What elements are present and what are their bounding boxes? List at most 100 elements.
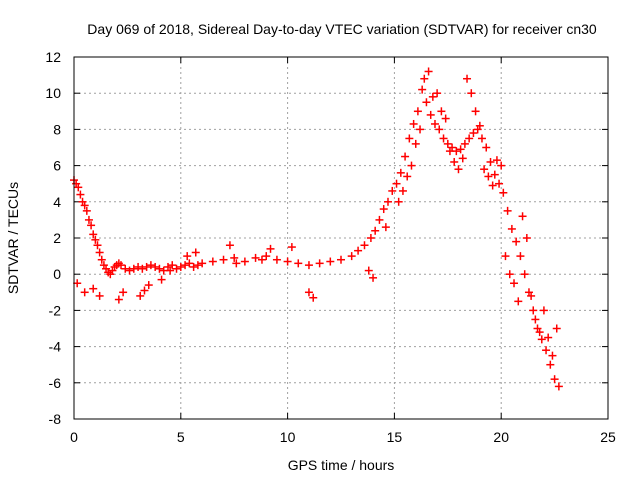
data-point [172, 264, 181, 273]
data-point [512, 237, 521, 246]
data-point [482, 143, 491, 152]
data-point [520, 270, 529, 279]
data-point [119, 288, 128, 297]
data-point [407, 161, 416, 170]
data-point [183, 252, 192, 261]
data-point [73, 279, 82, 288]
data-point [366, 234, 375, 242]
data-point [283, 257, 292, 266]
data-point [403, 172, 412, 181]
data-point [456, 145, 465, 154]
data-point [424, 67, 433, 76]
data-point [514, 297, 523, 306]
data-point [388, 186, 397, 195]
data-point [428, 92, 437, 101]
data-point [251, 253, 260, 262]
y-tick-label: -6 [49, 375, 62, 391]
data-point [413, 107, 422, 116]
y-tick-label: 4 [53, 194, 61, 210]
data-point [144, 281, 153, 290]
data-point [371, 226, 380, 235]
data-point [418, 85, 427, 94]
x-axis-label: GPS time / hours [288, 457, 395, 473]
data-point [550, 375, 559, 384]
data-point [460, 139, 469, 148]
x-tick-label: 25 [600, 429, 616, 445]
data-point [185, 259, 194, 268]
data-point [430, 119, 439, 128]
chart-title: Day 069 of 2018, Sidereal Day-to-day VTE… [87, 21, 597, 37]
data-point [480, 165, 489, 174]
data-point [176, 262, 185, 271]
data-point [87, 221, 96, 230]
data-point [136, 291, 145, 300]
data-point [477, 134, 486, 143]
data-point [383, 197, 392, 206]
data-point [354, 246, 363, 255]
data-point [146, 261, 155, 270]
data-point [294, 259, 303, 268]
data-point [497, 161, 506, 170]
data-point [441, 114, 450, 123]
data-point [157, 275, 166, 284]
data-point [433, 89, 442, 98]
data-point [191, 248, 200, 257]
data-point [490, 170, 499, 179]
data-point [309, 293, 318, 302]
x-tick-label: 15 [387, 429, 403, 445]
y-axis-label: SDTVAR / TECUs [5, 182, 21, 294]
data-point [554, 382, 563, 391]
data-point [381, 223, 390, 232]
data-point [401, 152, 410, 161]
data-point [426, 110, 435, 119]
data-point [347, 252, 356, 261]
data-point [539, 306, 548, 315]
data-point [471, 107, 480, 116]
data-point [326, 257, 335, 266]
data-point [469, 129, 478, 138]
data-point [89, 230, 98, 239]
data-point [262, 252, 271, 261]
data-point [189, 262, 198, 271]
y-tick-label: 10 [45, 85, 61, 101]
data-point [416, 125, 425, 134]
data-point [522, 234, 531, 242]
data-point [529, 306, 538, 315]
x-tick-label: 0 [70, 429, 78, 445]
data-point [548, 351, 557, 360]
data-point [142, 262, 151, 271]
data-point [138, 264, 147, 273]
data-point [445, 147, 454, 156]
data-point [542, 346, 551, 355]
data-point [454, 165, 463, 174]
data-point [95, 291, 104, 300]
data-point [166, 266, 175, 275]
data-point [405, 134, 414, 143]
data-point [439, 134, 448, 143]
data-point [375, 215, 384, 224]
data-point [463, 74, 472, 83]
data-point [510, 279, 519, 288]
x-tick-label: 5 [177, 429, 185, 445]
data-point [74, 183, 83, 192]
data-point [337, 255, 345, 264]
data-point [546, 360, 555, 369]
data-point [219, 255, 228, 264]
data-point [505, 270, 514, 279]
data-point [181, 261, 190, 270]
data-point [266, 244, 275, 253]
data-point [272, 255, 281, 264]
data-point [435, 125, 444, 134]
data-point [93, 241, 102, 250]
data-point [84, 215, 93, 224]
data-point [140, 286, 149, 295]
data-point [304, 261, 313, 270]
data-point [544, 333, 553, 342]
data-point [475, 121, 484, 130]
data-point [240, 257, 249, 266]
data-point [257, 255, 266, 264]
data-point [458, 154, 467, 163]
data-point [91, 235, 100, 244]
data-point [304, 288, 313, 297]
y-tick-label: -4 [49, 339, 62, 355]
